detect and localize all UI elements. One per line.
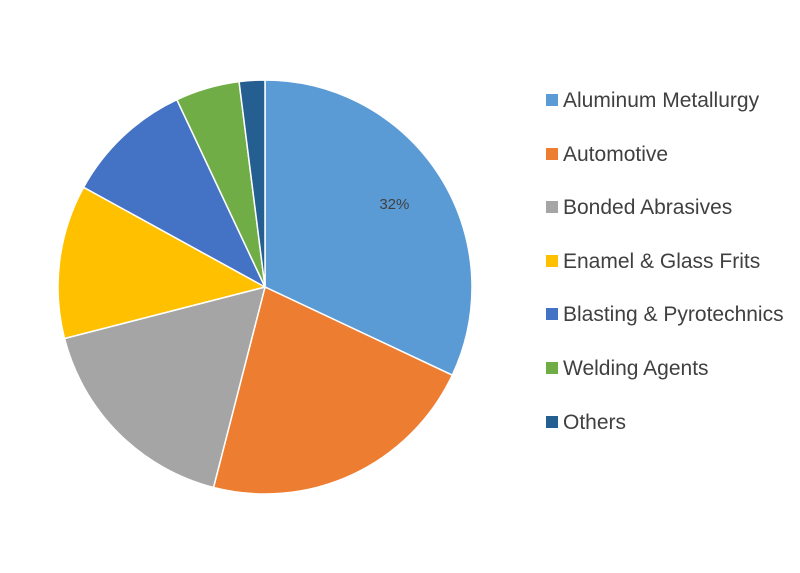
pie-slice: [57, 186, 268, 340]
pie-slice: [212, 285, 454, 495]
legend-swatch: [546, 201, 558, 214]
pie-slice: [264, 79, 473, 377]
legend-swatch: [546, 362, 558, 374]
pie-slice: [82, 98, 267, 289]
legend-item: Others: [546, 410, 791, 435]
legend-label: Automotive: [563, 142, 669, 166]
legend-swatch: [546, 147, 558, 160]
legend-label: Others: [563, 410, 627, 434]
legend-item: Automotive: [546, 142, 791, 167]
legend-swatch: [546, 94, 558, 106]
legend-swatch: [546, 415, 558, 428]
legend-swatch: [546, 254, 558, 267]
pie-slice: [238, 79, 266, 288]
legend-label: Enamel & Glass Frits: [563, 249, 761, 273]
legend-label: Bonded Abrasives: [563, 196, 733, 220]
legend-item: Enamel & Glass Frits: [546, 249, 791, 274]
legend-label: Aluminum Metallurgy: [563, 89, 760, 112]
legend-label: Blasting & Pyrotechnics: [563, 303, 784, 327]
legend-item: Aluminum Metallurgy: [546, 88, 791, 113]
data-label: 32%: [379, 196, 409, 213]
legend-label: Welding Agents: [563, 357, 709, 380]
legend-swatch: [546, 308, 558, 321]
legend-item: Bonded Abrasives: [546, 195, 791, 220]
legend-item: Blasting & Pyrotechnics: [546, 302, 791, 327]
pie-slice: [63, 285, 267, 489]
legend-item: Welding Agents: [546, 356, 791, 381]
